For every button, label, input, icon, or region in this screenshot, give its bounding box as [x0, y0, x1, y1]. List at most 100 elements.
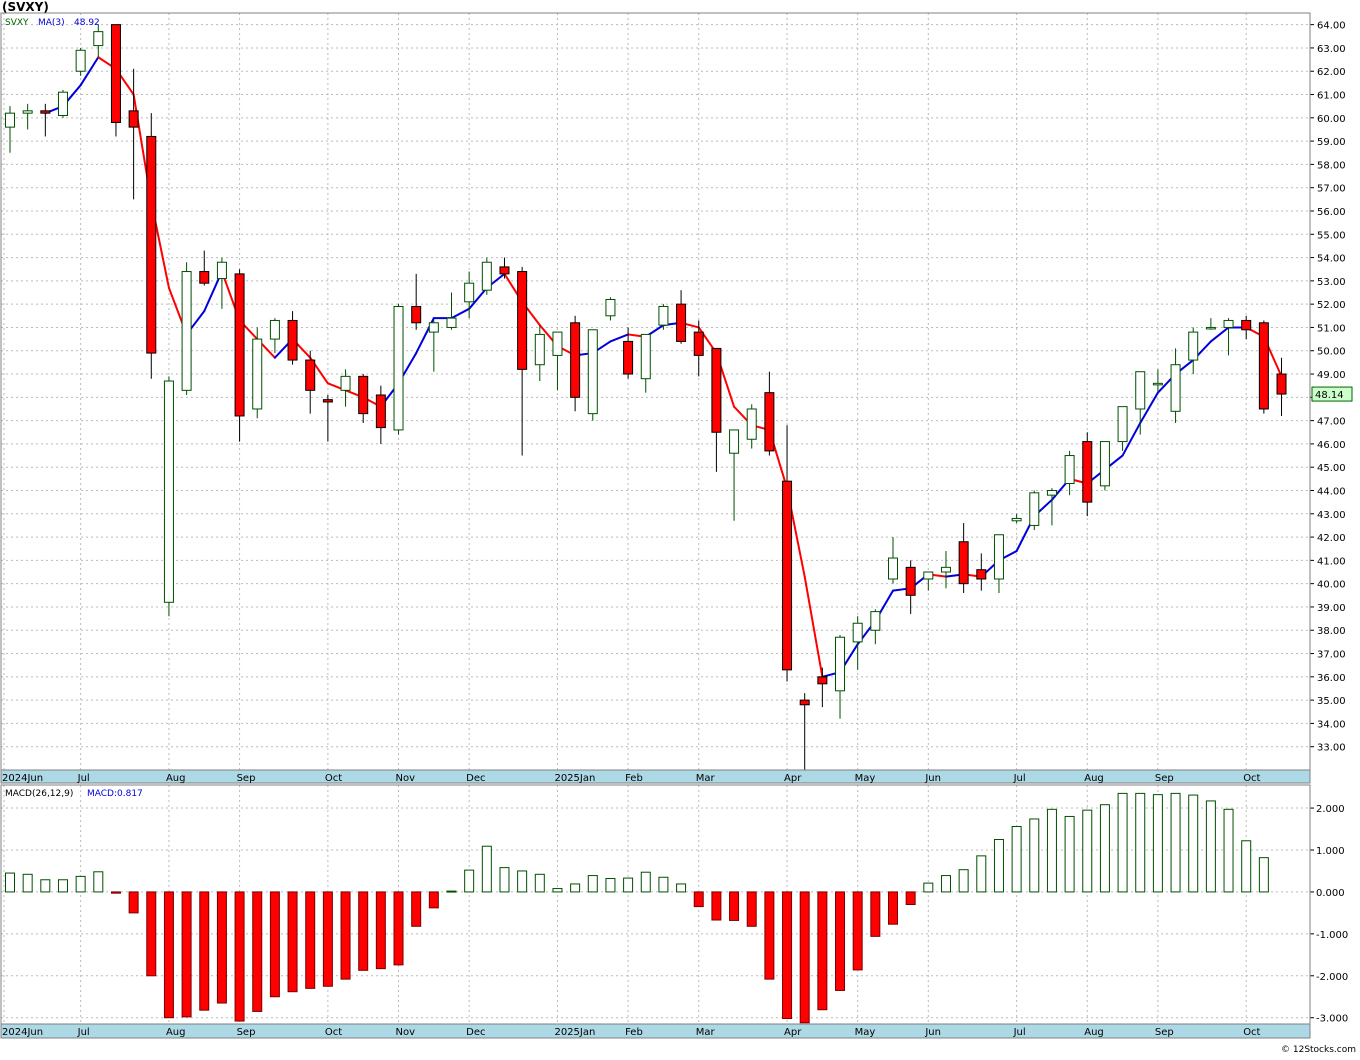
price-tick-label: 41.00 [1317, 556, 1346, 567]
macd-bar [534, 873, 545, 893]
macd-bar [146, 891, 157, 977]
price-tick-label: 54.00 [1317, 254, 1346, 265]
candle-body [993, 534, 1004, 580]
macd-legend-label: MACD(26,12,9) [5, 789, 73, 799]
candle-body [163, 380, 174, 603]
macd-x-axis-label: Feb [625, 1027, 643, 1038]
candle [940, 551, 951, 589]
candle-body [93, 31, 104, 47]
macd-x-axis-label: Dec [466, 1027, 485, 1038]
candle-body [375, 394, 386, 429]
candle [711, 347, 722, 472]
macd-bar [958, 869, 969, 893]
candle [305, 350, 316, 414]
candle-body [587, 329, 598, 415]
macd-bar [481, 845, 492, 893]
macd-bar [181, 891, 192, 1018]
price-x-axis-label: Dec [466, 773, 485, 784]
candle-body [640, 333, 651, 380]
macd-x-axis-label: May [855, 1027, 876, 1038]
macd-x-axis-labels: 2024Jun Jul Aug Sep Oct Nov Dec 2025Jan Feb Mar Ap… [2, 1027, 1261, 1038]
candle [269, 318, 280, 354]
candle-body [958, 541, 969, 585]
macd-tick-label: -3.000 [1316, 1014, 1348, 1025]
macd-x-axis-label: Jul [77, 1027, 90, 1038]
candle-body [305, 359, 316, 391]
candle [1241, 315, 1252, 340]
candle-body [658, 305, 669, 326]
macd-x-axis-label: Sep [237, 1027, 256, 1038]
macd-bar [940, 875, 951, 893]
candle-body [799, 699, 810, 706]
candle [1223, 318, 1234, 356]
candle-body [905, 566, 916, 596]
candle [782, 425, 793, 682]
macd-bar [57, 879, 68, 893]
macd-x-axis-label: Apr [784, 1027, 802, 1038]
candle [799, 693, 810, 770]
candle-body [1188, 331, 1199, 361]
ma-line-segment [1121, 421, 1142, 457]
candle-body [552, 331, 563, 356]
price-x-axis-label: 2025Jan [554, 773, 595, 784]
macd-bar [1082, 809, 1093, 893]
candle [110, 24, 121, 137]
candle-body [711, 347, 722, 433]
candle-body [570, 322, 581, 398]
candle [93, 24, 104, 58]
candle-body [252, 338, 263, 410]
candle-body [817, 676, 828, 685]
candle [623, 327, 634, 379]
candle [22, 103, 33, 130]
candle-body [181, 271, 192, 391]
macd-bar [835, 891, 846, 991]
macd-bar [799, 891, 810, 1024]
macd-bar [22, 873, 33, 893]
candle [517, 266, 528, 456]
candle-body [1117, 406, 1128, 443]
macd-bar [1223, 808, 1234, 893]
last-price-label: 48.14 [1315, 390, 1344, 401]
candle [1258, 320, 1269, 414]
macd-bar [163, 891, 174, 1019]
macd-bar [693, 891, 704, 908]
candle [1117, 406, 1128, 451]
macd-legend-value: MACD:0.817 [87, 789, 143, 799]
candle [1064, 450, 1075, 496]
macd-bar [411, 891, 422, 927]
candle [1135, 371, 1146, 435]
candle-body [393, 305, 404, 431]
candle-body [499, 266, 510, 275]
candle [570, 315, 581, 412]
macd-bar [552, 888, 563, 893]
price-gridlines [1, 13, 1310, 770]
candle [1082, 432, 1093, 517]
price-x-axis-label: Jul [1013, 773, 1026, 784]
candle [57, 89, 68, 118]
candle-body [22, 110, 33, 114]
macd-bar [993, 839, 1004, 893]
candle-body [322, 399, 333, 403]
symbol-title: (SVXY) [2, 0, 49, 14]
price-tick-label: 50.00 [1317, 347, 1346, 358]
candle [587, 329, 598, 421]
macd-bar [234, 891, 245, 1022]
macd-x-axis-label: Jun [924, 1027, 941, 1038]
candle-body [764, 392, 775, 452]
macd-bar [1099, 804, 1110, 893]
macd-bar [587, 875, 598, 893]
price-tick-label: 40.00 [1317, 580, 1346, 591]
price-x-axis-label: Apr [784, 773, 802, 784]
macd-x-axis-label: Aug [166, 1027, 186, 1038]
candle-body [287, 319, 298, 361]
macd-bar [75, 875, 86, 893]
price-tick-label: 43.00 [1317, 510, 1346, 521]
candle-body [976, 569, 987, 580]
macd-bar [888, 891, 898, 925]
price-x-axis-label: Nov [396, 773, 416, 784]
price-x-axis-bar [0, 769, 1311, 784]
macd-x-axis-label: Oct [1243, 1027, 1260, 1038]
macd-x-axis-label: 2025Jan [554, 1027, 595, 1038]
candle [199, 250, 210, 286]
